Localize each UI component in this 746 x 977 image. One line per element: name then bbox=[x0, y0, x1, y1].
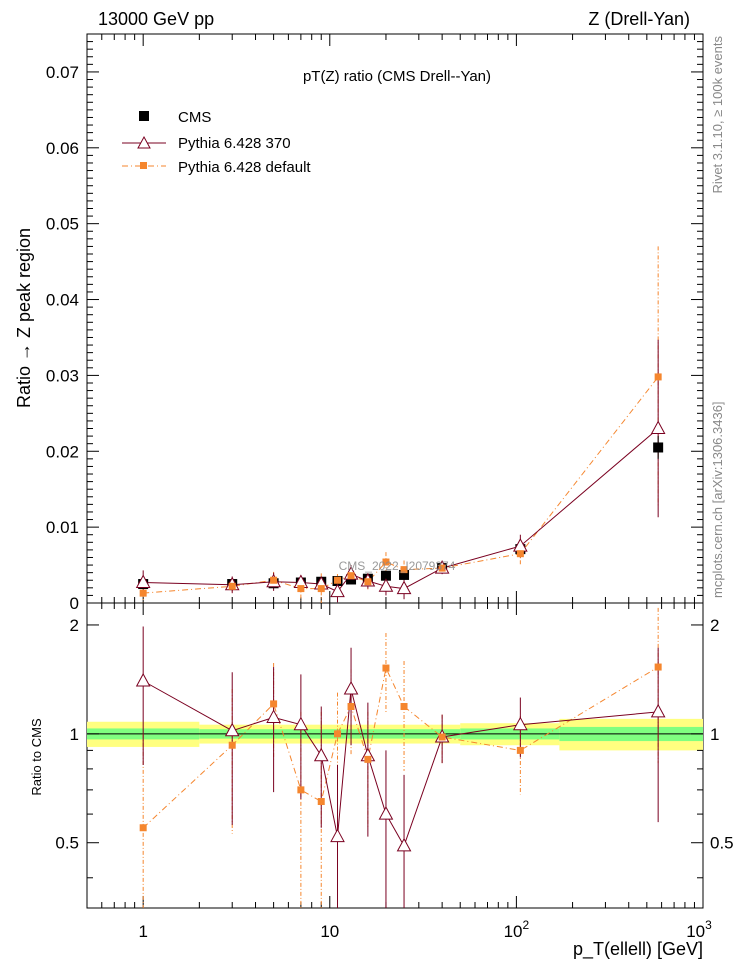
main-series-layer bbox=[135, 246, 666, 603]
ratio-pythia370-point bbox=[313, 747, 329, 762]
rivet-label: Rivet 3.1.10, ≥ 100k events bbox=[710, 36, 725, 194]
ratio-pythia-default-point bbox=[270, 700, 278, 708]
mcplots-label: mcplots.cern.ch [arXiv:1306.3436] bbox=[710, 401, 725, 598]
watermark: CMS_2022_I2079374 bbox=[339, 559, 456, 573]
cms-point bbox=[399, 569, 410, 580]
legend-label-pythia370: Pythia 6.428 370 bbox=[178, 135, 291, 152]
x-tick-label: 102 bbox=[504, 918, 530, 941]
y-tick-label: 0.04 bbox=[46, 291, 79, 310]
pythia-default-point bbox=[516, 550, 524, 558]
ratio-y-tick-label-left: 0.5 bbox=[55, 834, 79, 853]
ratio-pythia-default-point bbox=[139, 824, 147, 832]
legend: CMS Pythia 6.428 370 Pythia 6.428 defaul… bbox=[122, 109, 311, 176]
ratio-pythia-default-point bbox=[516, 746, 524, 754]
ratio-pythia-default-point bbox=[317, 798, 325, 806]
pythia-default-point bbox=[270, 576, 278, 584]
ratio-pythia-default-point bbox=[347, 703, 355, 711]
x-tick-label-base: 10 bbox=[686, 922, 705, 941]
y-tick-label: 0.03 bbox=[46, 366, 79, 385]
y-axis-label: Ratio → Z peak region bbox=[14, 228, 34, 408]
ratio-uncertainty-band bbox=[87, 718, 703, 751]
legend-marker-cms bbox=[139, 111, 149, 121]
ratio-series-layer bbox=[135, 607, 666, 908]
ratio-pythia370-point bbox=[396, 837, 412, 852]
pythia-default-point bbox=[438, 564, 446, 572]
y-tick-label: 0.05 bbox=[46, 215, 79, 234]
pythia-default-point bbox=[400, 566, 408, 574]
pythia-default-point bbox=[382, 558, 390, 566]
legend-label-pythia-default: Pythia 6.428 default bbox=[178, 159, 311, 176]
ratio-pythia-default-point bbox=[228, 741, 236, 749]
ratio-pythia-default-point bbox=[654, 663, 662, 671]
y-tick-label: 0 bbox=[70, 594, 79, 613]
ratio-pythia370-point bbox=[378, 806, 394, 820]
y-tick-label: 0.06 bbox=[46, 139, 79, 158]
legend-marker-pythia370 bbox=[137, 135, 151, 149]
pythia370-point bbox=[378, 578, 394, 592]
x-tick-label-exp: 3 bbox=[705, 918, 712, 932]
chart-title: pT(Z) ratio (CMS Drell--Yan) bbox=[303, 68, 491, 85]
ratio-pythia-default-point bbox=[400, 703, 408, 711]
ratio-pythia-default-point bbox=[334, 730, 342, 738]
ratio-pythia370-point bbox=[513, 716, 528, 731]
y-tick-label: 0.02 bbox=[46, 442, 79, 461]
cms-point bbox=[653, 442, 664, 453]
pythia-default-point bbox=[139, 589, 147, 597]
pythia-default-point bbox=[347, 572, 355, 580]
cms-point bbox=[380, 570, 391, 581]
ratio-pythia370-point bbox=[266, 709, 281, 723]
x-tick-label-exp: 2 bbox=[523, 918, 530, 932]
pythia-default-point bbox=[334, 576, 342, 584]
pythia-default-point bbox=[317, 585, 325, 593]
pythia-default-point bbox=[297, 585, 305, 593]
ratio-pythia370-point bbox=[343, 680, 359, 695]
legend-label-cms: CMS bbox=[178, 109, 211, 126]
pythia370-point bbox=[330, 583, 345, 598]
ratio-pythia370-point bbox=[293, 716, 309, 731]
ratio-y-tick-label-left: 2 bbox=[70, 616, 79, 635]
pythia-default-point bbox=[228, 582, 236, 590]
y-tick-label: 0.07 bbox=[46, 63, 79, 82]
x-axis-label: p_T(ellell) [GeV] bbox=[573, 939, 703, 960]
pythia-default-point bbox=[654, 373, 662, 381]
ratio-pythia-default-point bbox=[364, 755, 372, 763]
ratio-y-tick-label-right: 2 bbox=[710, 616, 719, 635]
main-axis-ticks: 0 0.01 0.02 0.03 0.04 0.05 0.06 0.07 bbox=[46, 33, 703, 613]
pythia370-point bbox=[396, 580, 412, 595]
x-tick-label: 10 bbox=[320, 922, 339, 941]
pythia370-point bbox=[135, 574, 151, 589]
ratio-y-axis-label: Ratio to CMS bbox=[29, 718, 44, 796]
y-tick-label: 0.01 bbox=[46, 518, 79, 537]
x-tick-label: 1 bbox=[138, 922, 147, 941]
pythia370-point bbox=[650, 420, 666, 435]
ratio-pythia370-point bbox=[650, 703, 666, 718]
ratio-y-tick-label-right: 0.5 bbox=[710, 834, 734, 853]
ratio-y-tick-label-right: 1 bbox=[710, 725, 719, 744]
ratio-pythia-default-point bbox=[382, 664, 390, 672]
x-axis-label-text: p_T(ellell) [GeV] bbox=[573, 939, 703, 960]
x-tick-label: 103 bbox=[686, 918, 712, 941]
header-right: Z (Drell-Yan) bbox=[588, 9, 690, 29]
ratio-pythia-default-point bbox=[438, 733, 446, 741]
ratio-pythia370-point bbox=[135, 672, 151, 687]
pythia-default-point bbox=[364, 578, 372, 586]
ratio-pythia-default-point bbox=[297, 786, 305, 794]
ratio-y-tick-label-left: 1 bbox=[70, 725, 79, 744]
x-tick-label-base: 10 bbox=[504, 922, 523, 941]
ratio-panel-frame bbox=[86, 602, 704, 909]
ratio-pythia370-point bbox=[224, 722, 240, 737]
header-left: 13000 GeV pp bbox=[98, 9, 214, 29]
legend-marker-pythia-default bbox=[140, 162, 147, 169]
ratio-pythia370-point bbox=[330, 828, 345, 843]
